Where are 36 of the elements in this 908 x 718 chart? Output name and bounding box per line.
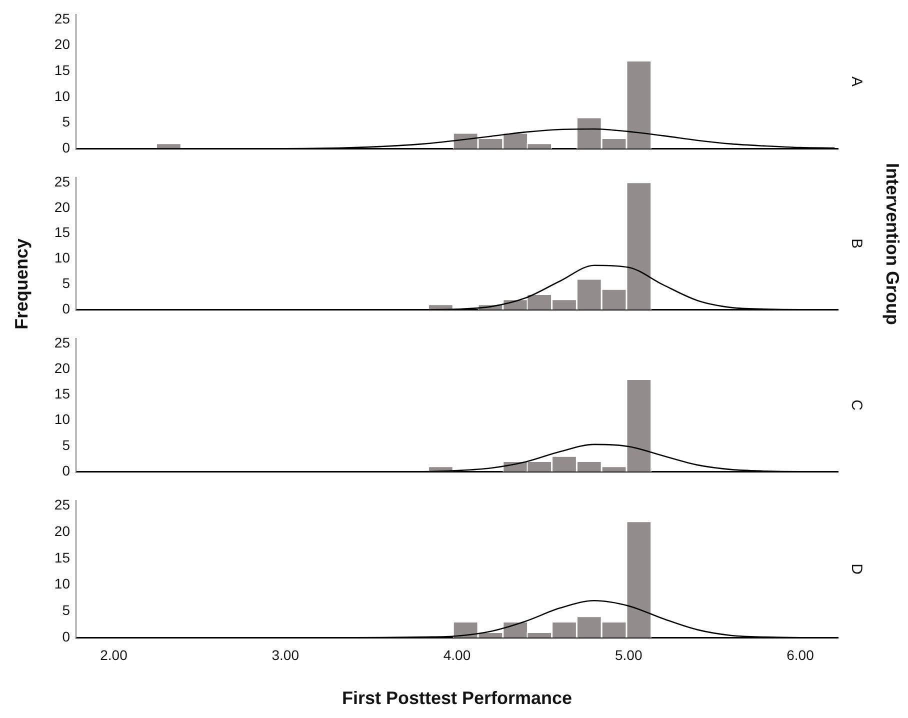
y-tick-label: 25 [54, 334, 70, 350]
y-tick-label: 15 [54, 224, 70, 240]
y-tick-label: 20 [54, 198, 70, 215]
x-tick-label: 2.00 [100, 646, 128, 663]
y-tick-label: 5 [62, 602, 70, 618]
x-tick-label: 6.00 [786, 646, 814, 663]
y-tick-label: 5 [62, 436, 70, 453]
y2-axis-title: C [848, 400, 865, 411]
y-tick-label: 15 [54, 549, 70, 566]
x-tick-label: 4.00 [443, 646, 471, 663]
y-axis-title: Frequency [12, 238, 32, 330]
x-tick-label: 3.00 [272, 646, 300, 663]
y-tick-label: 5 [62, 114, 70, 130]
y-tick-label: 25 [54, 173, 70, 190]
x-tick-label: 5.00 [614, 646, 642, 663]
y-tick-label: 10 [54, 250, 70, 266]
y-tick-label: 25 [54, 10, 70, 26]
text: Intervention Group [882, 162, 902, 324]
y-tick-label: 10 [54, 411, 70, 428]
y-tick-label: 0 [62, 300, 70, 316]
y-tick-label: 10 [54, 88, 70, 104]
y-tick-label: 10 [54, 576, 70, 592]
y-tick-label: 0 [62, 462, 70, 478]
y-tick-label: 0 [62, 628, 70, 644]
y2-axis-title: A [848, 76, 865, 87]
y-tick-label: 15 [54, 62, 70, 78]
y-tick-label: 20 [54, 360, 70, 376]
y-tick-label: 25 [54, 496, 70, 513]
y-tick-label: 20 [54, 522, 70, 539]
x-axis-title: First Posttest Performance [342, 688, 572, 708]
y-tick-label: 5 [62, 275, 70, 292]
y2-axis-title: D [848, 564, 865, 575]
y-tick-label: 0 [62, 139, 70, 156]
y-tick-label: 15 [54, 386, 70, 402]
y-tick-label: 20 [54, 36, 70, 52]
y2-axis-title: B [848, 238, 865, 249]
